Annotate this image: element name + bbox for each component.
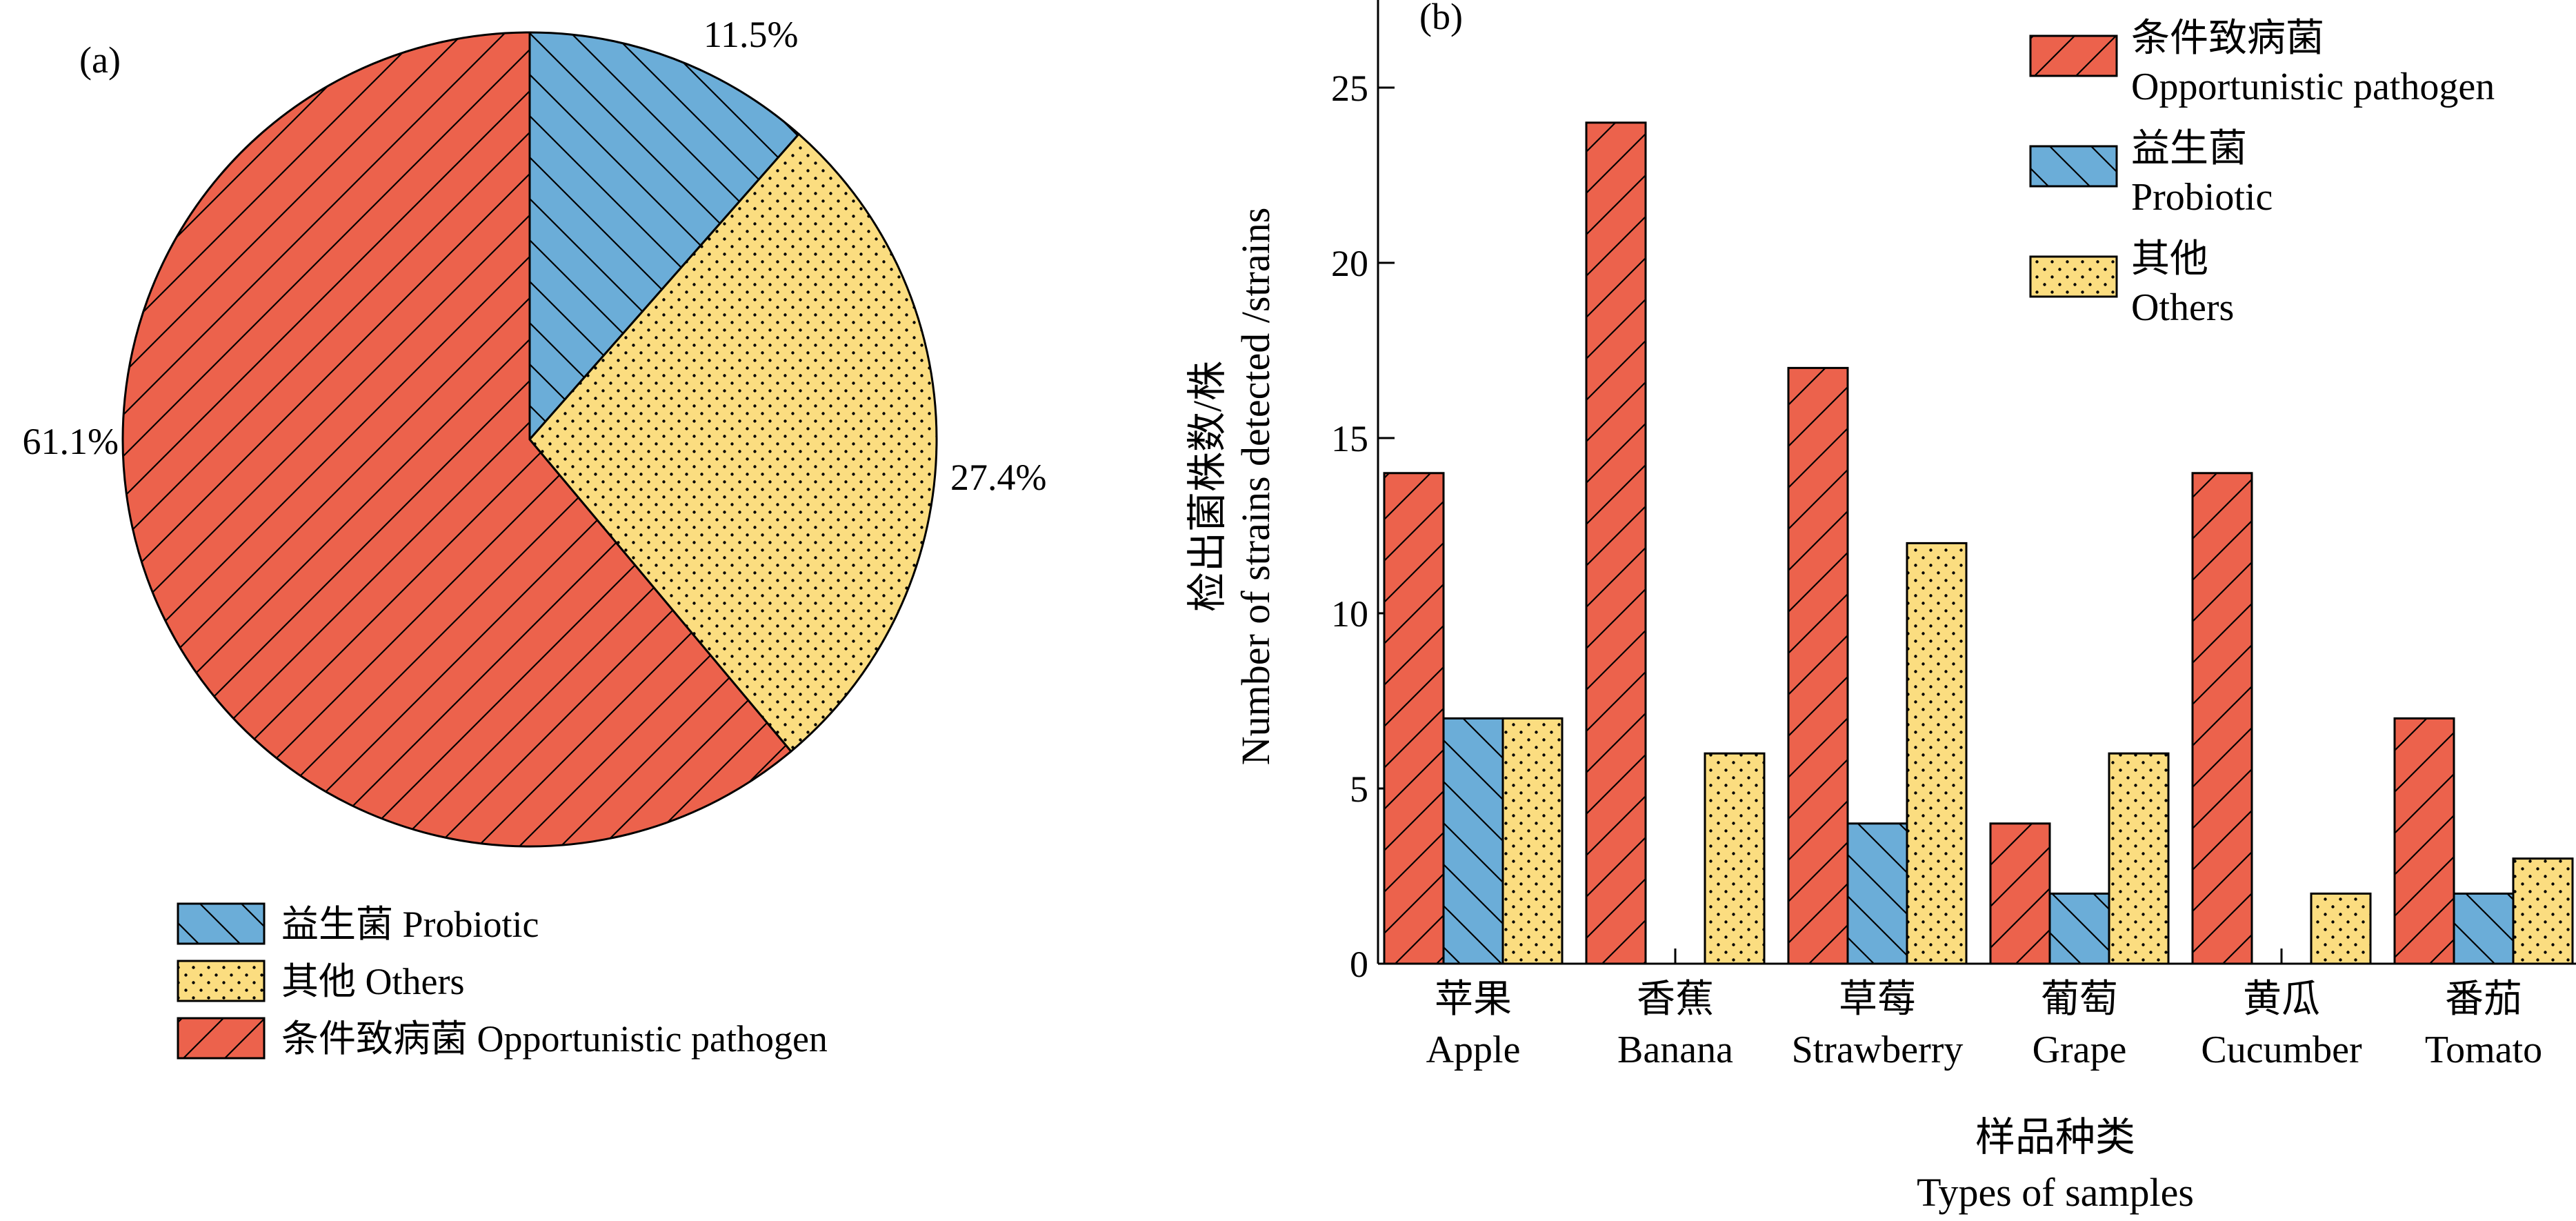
x-tick-label-en: Strawberry <box>1792 1029 1964 1071</box>
bar-legend-swatch-pathogen <box>2029 34 2118 77</box>
bar-series <box>1383 121 2574 965</box>
pie-chart-panel: (a) 11.5% 27.4% 61.1% 益生菌 Probiotic 其他 Othe… <box>23 14 1047 1060</box>
x-tick-label-zh: 黄瓜 <box>2243 978 2320 1021</box>
y-tick-label: 5 <box>1350 768 1368 810</box>
y-tick-label: 25 <box>1331 68 1368 109</box>
x-tick-label-zh: 番茄 <box>2445 978 2522 1021</box>
pie-panel-label: (a) <box>79 39 121 81</box>
bar-pathogen-apple <box>1383 472 1445 965</box>
pie-slice-probiotic <box>528 31 801 442</box>
bar-probiotic-strawberry <box>1846 822 1908 965</box>
bar-others-strawberry <box>1906 542 1968 965</box>
x-tick-label-en: Apple <box>1426 1029 1521 1071</box>
x-tick-label-en: Grape <box>2033 1029 2127 1071</box>
pie-legend: 益生菌 Probiotic 其他 Others 条件致病菌 Opportunisti… <box>177 902 828 1060</box>
x-tick-label-zh: 苹果 <box>1435 978 1512 1021</box>
pie-slices <box>121 31 938 848</box>
pie-slice-others <box>528 132 938 753</box>
bar-others-cucumber <box>2310 892 2372 965</box>
x-tick-label-zh: 葡萄 <box>2041 978 2118 1021</box>
x-axis-title-zh: 样品种类 <box>1975 1115 2135 1160</box>
bar-legend-label-en-probiotic: Probiotic <box>2131 176 2273 219</box>
x-tick-label-en: Banana <box>1617 1029 1733 1071</box>
bar-pathogen-grape <box>1989 822 2051 965</box>
bar-pathogen-banana <box>1585 121 1647 965</box>
y-tick-label: 15 <box>1331 418 1368 459</box>
bar-probiotic-grape <box>2048 892 2110 965</box>
bar-legend: 条件致病菌 Opportunistic pathogen 益生菌 Probiotic 其… <box>2029 17 2495 329</box>
x-axis-title-en: Types of samples <box>1917 1170 2194 1215</box>
bar-others-banana <box>1704 752 1766 965</box>
pie-legend-label-pathogen: 条件致病菌 Opportunistic pathogen <box>281 1018 828 1060</box>
bar-others-tomato <box>2512 857 2574 965</box>
bar-legend-swatch-probiotic <box>2029 145 2118 188</box>
pie-legend-swatch-pathogen <box>177 1017 266 1060</box>
bar-chart-panel: (b) 0 5 10 15 20 25 苹果 Apple 香蕉 Banana 草莓 Strawber… <box>1185 0 2576 1215</box>
y-tick-label: 20 <box>1331 243 1368 284</box>
pie-slice-labels: 11.5% 27.4% 61.1% <box>23 14 1047 498</box>
bar-legend-label-zh-pathogen: 条件致病菌 <box>2131 17 2324 60</box>
bar-probiotic-apple <box>1442 717 1504 965</box>
y-axis-title-en: Number of strains detected /strains <box>1233 208 1278 766</box>
pie-legend-label-others: 其他 Others <box>281 961 464 1002</box>
bar-pathogen-cucumber <box>2191 472 2253 965</box>
x-tick-label-en: Tomato <box>2425 1029 2542 1071</box>
pie-legend-label-probiotic: 益生菌 Probiotic <box>281 904 539 945</box>
y-axis-title-zh: 检出菌株数/株 <box>1185 361 1230 612</box>
y-tick-label: 0 <box>1350 944 1368 985</box>
bar-legend-label-en-pathogen: Opportunistic pathogen <box>2131 66 2495 108</box>
x-tick-labels: 苹果 Apple 香蕉 Banana 草莓 Strawberry 葡萄 Grape 黄瓜 Cucu… <box>1426 978 2543 1071</box>
bar-others-apple <box>1501 717 1564 965</box>
bar-axes: 0 5 10 15 20 25 <box>1331 0 2576 985</box>
bar-legend-label-zh-others: 其他 <box>2131 238 2208 281</box>
pie-legend-swatch-others <box>177 960 266 1002</box>
bar-others-grape <box>2108 752 2170 965</box>
x-tick-label-zh: 香蕉 <box>1637 978 1714 1021</box>
pie-label-probiotic: 11.5% <box>703 14 798 55</box>
pie-legend-swatch-probiotic <box>177 902 266 945</box>
bar-legend-label-en-others: Others <box>2131 286 2234 329</box>
bar-legend-swatch-others <box>2029 255 2118 298</box>
x-tick-label-zh: 草莓 <box>1839 978 1916 1021</box>
x-tick-label-en: Cucumber <box>2201 1029 2362 1071</box>
bar-probiotic-tomato <box>2453 892 2515 965</box>
pie-label-pathogen: 61.1% <box>23 421 119 462</box>
bar-pathogen-tomato <box>2393 717 2455 965</box>
pie-label-others: 27.4% <box>950 457 1046 498</box>
bar-pathogen-strawberry <box>1787 366 1849 965</box>
bar-panel-label: (b) <box>1419 0 1463 37</box>
bar-legend-label-zh-probiotic: 益生菌 <box>2131 128 2247 170</box>
pie-slice-pathogen <box>121 31 793 848</box>
y-tick-label: 10 <box>1331 593 1368 635</box>
axis-titles: 样品种类 Types of samples 检出菌株数/株 Number of … <box>1185 208 2194 1215</box>
